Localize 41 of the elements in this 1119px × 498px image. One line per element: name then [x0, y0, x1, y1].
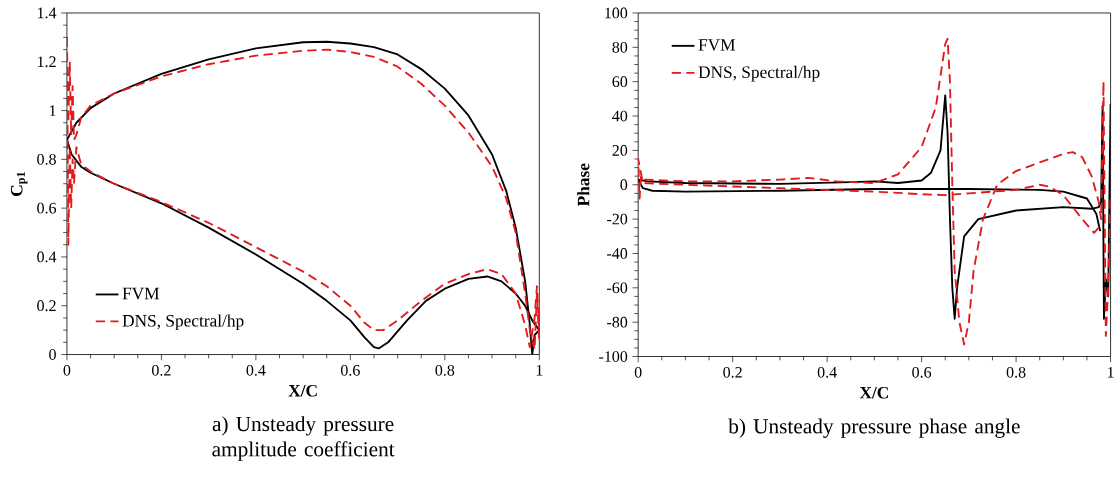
- y-tick-label: 100: [605, 7, 628, 19]
- x-tick-label: 0.2: [152, 364, 171, 376]
- y-tick-label: -60: [607, 282, 628, 294]
- y-tick-label: 40: [612, 110, 628, 122]
- y-tick-label: 60: [612, 76, 628, 87]
- legend-label: DNS, Spectral/hp: [122, 314, 244, 330]
- x-tick-label: 0.2: [723, 366, 742, 378]
- x-tick-label: 0: [634, 366, 642, 378]
- x-tick-label: 0.6: [340, 364, 360, 376]
- text: a) Unsteady pressure amplitude coefficient: [212, 415, 395, 461]
- y-tick-label: 0: [620, 179, 628, 190]
- x-tick-label: 0.4: [246, 364, 266, 376]
- y-tick-label: 0.6: [37, 202, 57, 214]
- y-tick-label: -100: [599, 350, 628, 362]
- y-tick-label: 0.4: [37, 251, 57, 263]
- y-tick-label: 0.2: [37, 300, 56, 311]
- y-tick-label: -80: [607, 316, 628, 328]
- x-tick-label: 0.6: [912, 366, 932, 378]
- y-tick-label: 1: [49, 105, 56, 116]
- y-tick-label: 20: [612, 144, 628, 156]
- x-tick-label: 0.4: [817, 366, 837, 378]
- x-tick-label: 1: [536, 364, 543, 376]
- x-tick-label: 0.8: [1006, 366, 1026, 378]
- y-tick-label: 0: [49, 348, 56, 360]
- y-tick-label: -20: [607, 213, 628, 225]
- y-tick-label: 1.4: [37, 7, 57, 19]
- legend-label: DNS, Spectral/hp: [698, 65, 820, 82]
- y-tick-label: 80: [612, 41, 628, 53]
- y-axis-title: Phase: [577, 163, 590, 206]
- x-tick-label: 1: [1107, 366, 1114, 378]
- legend-label: FVM: [122, 287, 160, 300]
- x-tick-label: 0: [63, 364, 71, 376]
- y-axis-title: C$_{p1}$: [10, 171, 28, 196]
- text: b) Unsteady pressure phase angle: [728, 418, 1020, 438]
- y-tick-label: 0.8: [37, 153, 56, 165]
- x-axis-title: X/C: [859, 386, 888, 399]
- y-tick-label: 1.2: [37, 56, 56, 67]
- y-tick-label: -40: [607, 247, 628, 259]
- legend-label: FVM: [698, 39, 736, 51]
- x-tick-label: 0.8: [435, 364, 455, 376]
- x-axis-title: X/C: [288, 384, 317, 397]
